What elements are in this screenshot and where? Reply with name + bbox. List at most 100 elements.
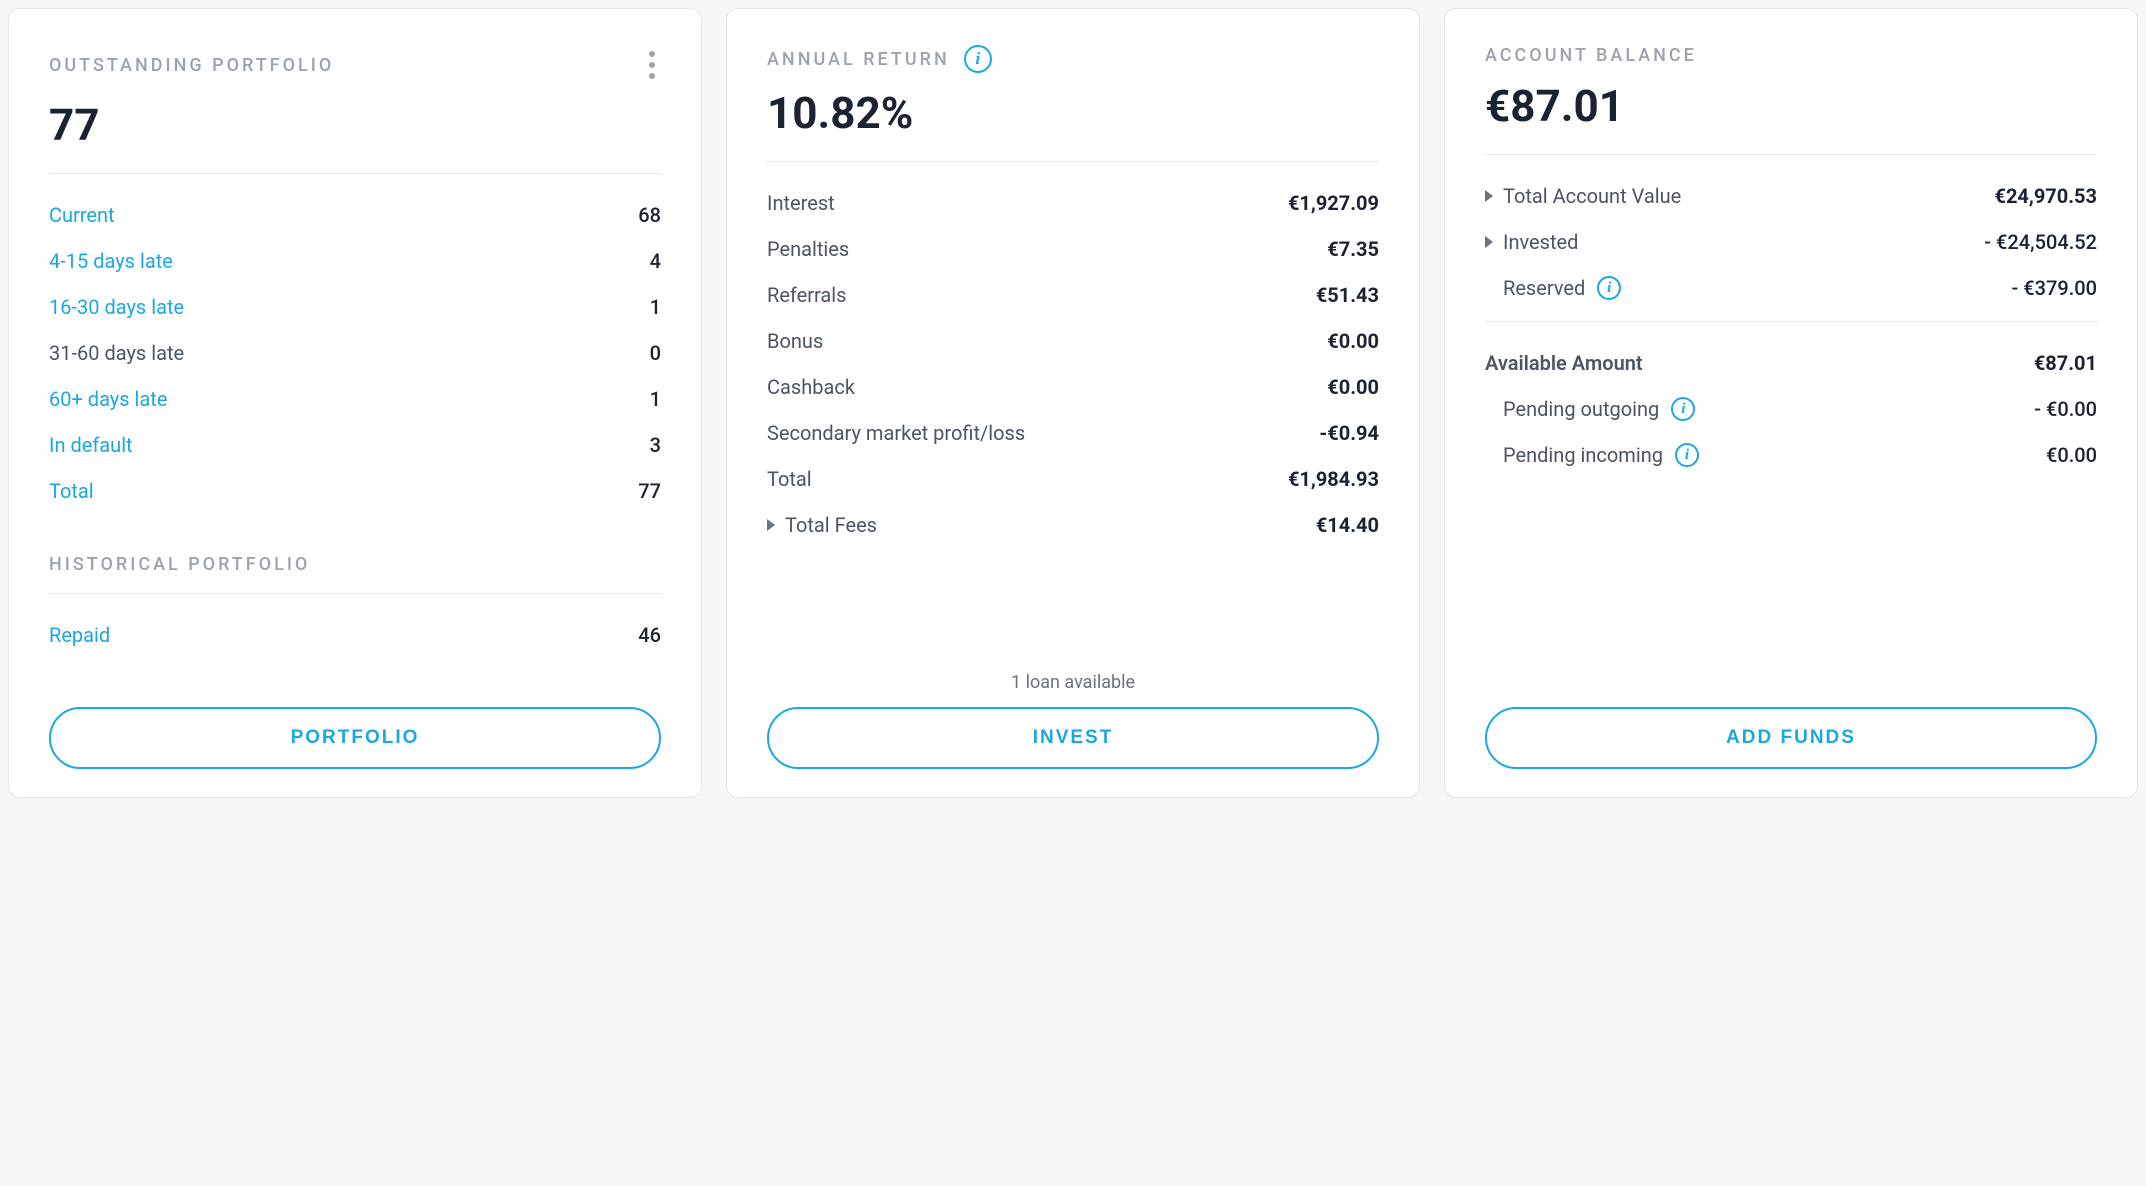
row-value: - €379.00 bbox=[2011, 276, 2097, 300]
balance-row: Available Amount €87.01 bbox=[1485, 340, 2097, 386]
balance-top-rows: Total Account Value €24,970.53 Invested - €… bbox=[1485, 173, 2097, 311]
chevron-right-icon bbox=[767, 519, 775, 531]
return-row: Secondary market profit/loss-€0.94 bbox=[767, 410, 1379, 456]
more-vertical-icon[interactable] bbox=[643, 45, 661, 85]
portfolio-row[interactable]: In default3 bbox=[49, 422, 661, 468]
row-label: Invested bbox=[1503, 230, 1578, 254]
chevron-right-icon bbox=[1485, 236, 1493, 248]
row-label: Referrals bbox=[767, 283, 846, 307]
row-value: 0 bbox=[650, 341, 661, 365]
invest-button[interactable]: INVEST bbox=[767, 707, 1379, 769]
portfolio-card: OUTSTANDING PORTFOLIO 77 Current 68 4-15 d… bbox=[8, 8, 702, 798]
portfolio-header: OUTSTANDING PORTFOLIO bbox=[49, 45, 661, 85]
return-row: Penalties€7.35 bbox=[767, 226, 1379, 272]
row-label: Pending incoming bbox=[1503, 443, 1663, 467]
annual-return-title: ANNUAL RETURN bbox=[767, 49, 950, 70]
annual-return-rows: Interest €1,927.09 Penalties€7.35 Referrals… bbox=[767, 180, 1379, 502]
row-label: 31-60 days late bbox=[49, 341, 184, 365]
divider bbox=[1485, 154, 2097, 155]
row-label[interactable]: 16-30 days late bbox=[49, 295, 184, 319]
row-label: Pending outgoing bbox=[1503, 397, 1659, 421]
row-value: 4 bbox=[650, 249, 661, 273]
divider bbox=[767, 161, 1379, 162]
balance-row: Reserved i - €379.00 bbox=[1485, 265, 2097, 311]
annual-return-header: ANNUAL RETURN i bbox=[767, 45, 1379, 73]
row-label[interactable]: Current bbox=[49, 203, 115, 227]
add-funds-button[interactable]: ADD FUNDS bbox=[1485, 707, 2097, 769]
balance-row[interactable]: Total Account Value €24,970.53 bbox=[1485, 173, 2097, 219]
portfolio-count: 77 bbox=[49, 99, 661, 151]
row-label: Cashback bbox=[767, 375, 855, 399]
row-value: -€0.94 bbox=[1319, 421, 1379, 445]
row-label[interactable]: 60+ days late bbox=[49, 387, 167, 411]
info-icon[interactable]: i bbox=[1671, 397, 1695, 421]
row-value: €0.00 bbox=[1327, 329, 1379, 353]
total-fees-row[interactable]: Total Fees €14.40 bbox=[767, 502, 1379, 548]
divider bbox=[1485, 321, 2097, 322]
historical-rows: Repaid 46 bbox=[49, 612, 661, 658]
row-label: Total Account Value bbox=[1503, 184, 1681, 208]
return-row: Total €1,984.93 bbox=[767, 456, 1379, 502]
historical-row[interactable]: Repaid 46 bbox=[49, 612, 661, 658]
balance-row: Pending incoming i €0.00 bbox=[1485, 432, 2097, 478]
portfolio-button[interactable]: PORTFOLIO bbox=[49, 707, 661, 769]
portfolio-footer: PORTFOLIO bbox=[49, 707, 661, 769]
portfolio-rows: Current684-15 days late416-30 days late1… bbox=[49, 192, 661, 514]
divider bbox=[49, 173, 661, 174]
historical-title: HISTORICAL PORTFOLIO bbox=[49, 554, 661, 575]
row-label: Total bbox=[767, 467, 812, 491]
info-icon[interactable]: i bbox=[964, 45, 992, 73]
row-value: - €0.00 bbox=[2034, 397, 2097, 421]
annual-return-value: 10.82% bbox=[767, 87, 1379, 139]
balance-footer: ADD FUNDS bbox=[1485, 707, 2097, 769]
row-label[interactable]: Repaid bbox=[49, 623, 110, 647]
balance-card: ACCOUNT BALANCE €87.01 Total Account Val… bbox=[1444, 8, 2138, 798]
row-value: €51.43 bbox=[1316, 283, 1379, 307]
divider bbox=[49, 593, 661, 594]
row-value: 1 bbox=[650, 295, 661, 319]
row-label: Reserved bbox=[1503, 276, 1585, 300]
row-label[interactable]: Total bbox=[49, 479, 94, 503]
return-row: Interest €1,927.09 bbox=[767, 180, 1379, 226]
return-row: Bonus€0.00 bbox=[767, 318, 1379, 364]
row-value: €0.00 bbox=[1327, 375, 1379, 399]
annual-return-footer: 1 loan available INVEST bbox=[767, 672, 1379, 769]
portfolio-row[interactable]: 60+ days late 1 bbox=[49, 376, 661, 422]
balance-value: €87.01 bbox=[1485, 80, 2097, 132]
row-value: - €24,504.52 bbox=[1984, 230, 2097, 254]
info-icon[interactable]: i bbox=[1597, 276, 1621, 300]
balance-title: ACCOUNT BALANCE bbox=[1485, 45, 1697, 66]
row-label: Interest bbox=[767, 191, 835, 215]
portfolio-row[interactable]: Total 77 bbox=[49, 468, 661, 514]
portfolio-row[interactable]: 4-15 days late 4 bbox=[49, 238, 661, 284]
row-label[interactable]: 4-15 days late bbox=[49, 249, 173, 273]
total-fees-label: Total Fees bbox=[785, 513, 877, 537]
row-value: €1,927.09 bbox=[1288, 191, 1379, 215]
return-row: Cashback €0.00 bbox=[767, 364, 1379, 410]
balance-row: Pending outgoing i - €0.00 bbox=[1485, 386, 2097, 432]
row-label: Available Amount bbox=[1485, 351, 1643, 375]
row-value: €87.01 bbox=[2034, 351, 2097, 375]
row-value: 77 bbox=[638, 479, 661, 503]
row-value: €7.35 bbox=[1327, 237, 1379, 261]
dashboard: OUTSTANDING PORTFOLIO 77 Current 68 4-15 d… bbox=[8, 8, 2138, 798]
balance-header: ACCOUNT BALANCE bbox=[1485, 45, 2097, 66]
row-value: 46 bbox=[638, 623, 661, 647]
row-value: €24,970.53 bbox=[1994, 184, 2097, 208]
row-value: 68 bbox=[638, 203, 661, 227]
portfolio-title: OUTSTANDING PORTFOLIO bbox=[49, 55, 334, 76]
row-label[interactable]: In default bbox=[49, 433, 133, 457]
loan-available-note: 1 loan available bbox=[1011, 672, 1135, 693]
row-value: €1,984.93 bbox=[1288, 467, 1379, 491]
row-value: €0.00 bbox=[2046, 443, 2097, 467]
annual-return-card: ANNUAL RETURN i 10.82% Interest €1,927.09… bbox=[726, 8, 1420, 798]
chevron-right-icon bbox=[1485, 190, 1493, 202]
total-fees-value: €14.40 bbox=[1316, 513, 1379, 537]
portfolio-row: 31-60 days late 0 bbox=[49, 330, 661, 376]
row-value: 1 bbox=[650, 387, 661, 411]
balance-bottom-rows: Available Amount €87.01 Pending outgoing i -… bbox=[1485, 340, 2097, 478]
portfolio-row[interactable]: 16-30 days late 1 bbox=[49, 284, 661, 330]
info-icon[interactable]: i bbox=[1675, 443, 1699, 467]
balance-row[interactable]: Invested - €24,504.52 bbox=[1485, 219, 2097, 265]
portfolio-row[interactable]: Current 68 bbox=[49, 192, 661, 238]
